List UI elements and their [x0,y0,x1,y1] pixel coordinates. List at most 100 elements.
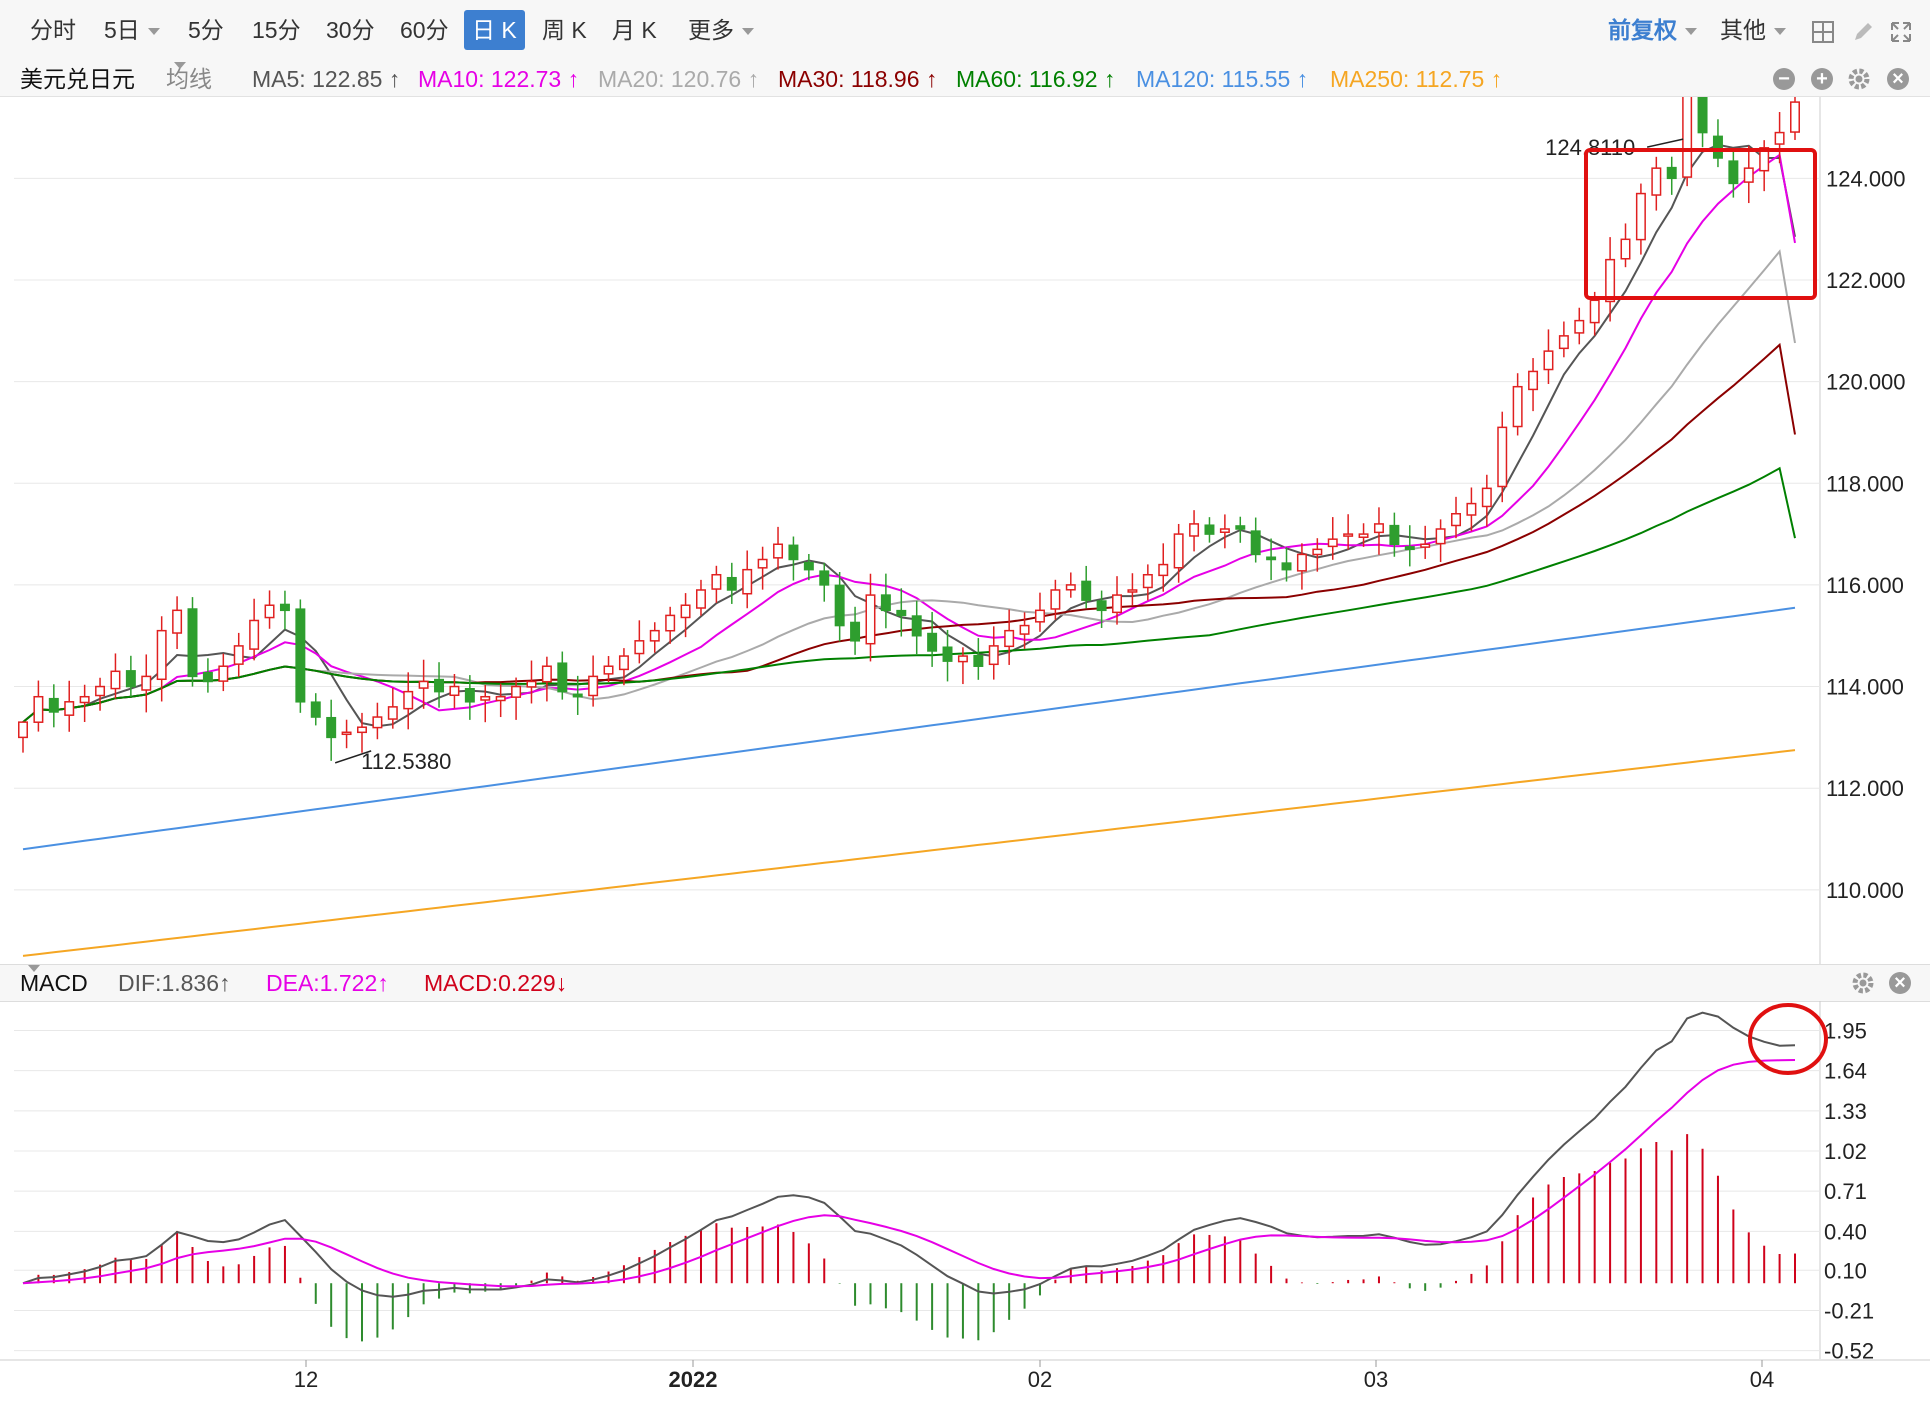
macd-tick-label: 1.64 [1824,1059,1867,1084]
other-dropdown[interactable]: 其他 [1720,10,1786,50]
minus-icon[interactable]: − [1773,68,1795,90]
price-tick-label: 112.000 [1826,776,1904,801]
adjust-dropdown[interactable]: 前复权 [1608,10,1697,50]
candle-body [1204,524,1215,535]
dif-value: DIF:1.836↑ [118,970,231,996]
pencil-icon[interactable] [1851,20,1875,44]
candle [988,626,999,680]
candle-body [1034,609,1045,623]
ma250-legend: MA250: 112.75 ↑ [1330,66,1503,92]
candle [434,662,445,708]
symbol-name: 美元兑日元 [20,66,135,92]
tab-30min[interactable]: 30分 [326,17,375,43]
candle [603,656,614,683]
price-tick-label: 114.000 [1826,675,1904,700]
candle [588,655,599,707]
ma30-line [22,342,1796,723]
candle [1112,576,1123,625]
candle [557,651,568,700]
gear-icon[interactable] [1847,67,1871,91]
tab-60min[interactable]: 60分 [400,17,449,43]
candle-body [387,706,398,720]
chevron-down-icon [742,28,754,36]
candle-body [326,716,337,739]
dea-value: DEA:1.722↑ [266,970,389,996]
tab-monthly-k[interactable]: 月 K [612,17,657,43]
macd-tick-label: 1.33 [1824,1099,1867,1124]
ma60-legend: MA60: 116.92 ↑ [956,66,1116,92]
candle [1451,496,1461,539]
candle-body [588,675,599,697]
dea-line [22,1059,1796,1288]
candlestick-chart[interactable]: 124.000 122.000 120.000 118.000 116.000 114.0… [0,97,1930,964]
candle [1281,547,1292,582]
ma20-line [22,249,1796,723]
candle-body [48,697,59,713]
candle-body [1158,563,1169,577]
plus-icon[interactable]: + [1811,68,1833,90]
candle-body [1759,147,1770,172]
tab-5min[interactable]: 5分 [188,17,224,43]
candle [79,684,90,723]
grid-icon[interactable] [1811,20,1835,44]
candle [64,680,75,732]
tab-5day[interactable]: 5日 [96,10,168,50]
candle [726,562,737,604]
candle [1528,358,1539,412]
candle-body [1250,530,1261,556]
candle [1004,609,1015,665]
macd-label: MACD [20,970,88,996]
candle [125,655,136,697]
candle-body [1743,167,1754,183]
candle [1481,474,1492,527]
close-icon[interactable]: × [1887,68,1909,90]
candle-body [1389,524,1400,545]
tab-intraday[interactable]: 分时 [30,17,76,43]
macd-tick-label: 0.40 [1824,1219,1867,1244]
candle-body [742,568,753,595]
price-tick-label: 122.000 [1826,268,1906,293]
candle [418,659,429,709]
ma30-legend: MA30: 118.96 ↑ [778,66,938,92]
candle-body [1420,543,1431,548]
candle-body [495,695,506,702]
price-tick-label: 118.000 [1826,471,1904,496]
candle-body [1451,513,1461,527]
candle [403,672,414,730]
candle [1250,517,1261,563]
candle-body [1327,538,1338,548]
candle-body [1558,335,1569,350]
candle [680,593,691,638]
ma10-line [22,153,1796,723]
expand-icon[interactable] [1889,20,1913,44]
tab-daily-k[interactable]: 日 K [464,10,525,50]
candle [911,600,922,655]
candle-body [1435,528,1446,545]
chevron-down-icon [147,28,160,36]
tab-more[interactable]: 更多 [680,10,762,50]
candle [1081,565,1092,609]
candle [927,611,938,667]
tab-15min[interactable]: 15分 [252,17,301,43]
candle-body [341,731,352,736]
candle-body [125,670,136,688]
candle-body [449,685,460,697]
close-icon[interactable]: × [1889,972,1911,994]
candle-body [1682,97,1693,178]
candle-body [1481,487,1492,508]
candle [1543,329,1554,384]
candle [942,629,953,682]
candle [172,596,183,650]
candle-body [1296,553,1307,572]
gear-icon[interactable] [1851,971,1875,995]
ma5-legend: MA5: 122.85 ↑ [252,66,401,92]
candle-body [1112,594,1123,614]
tab-weekly-k[interactable]: 周 K [542,17,587,43]
candle-body [711,573,722,590]
candle-body [1004,629,1015,648]
macd-chart[interactable]: 1.95 1.64 1.33 1.02 0.71 0.40 0.10 -0.21 -0.52 12… [0,1001,1930,1402]
candle-body [803,561,814,571]
candle [1497,411,1508,503]
price-tick-label: 116.000 [1826,573,1904,598]
candle [187,597,198,687]
